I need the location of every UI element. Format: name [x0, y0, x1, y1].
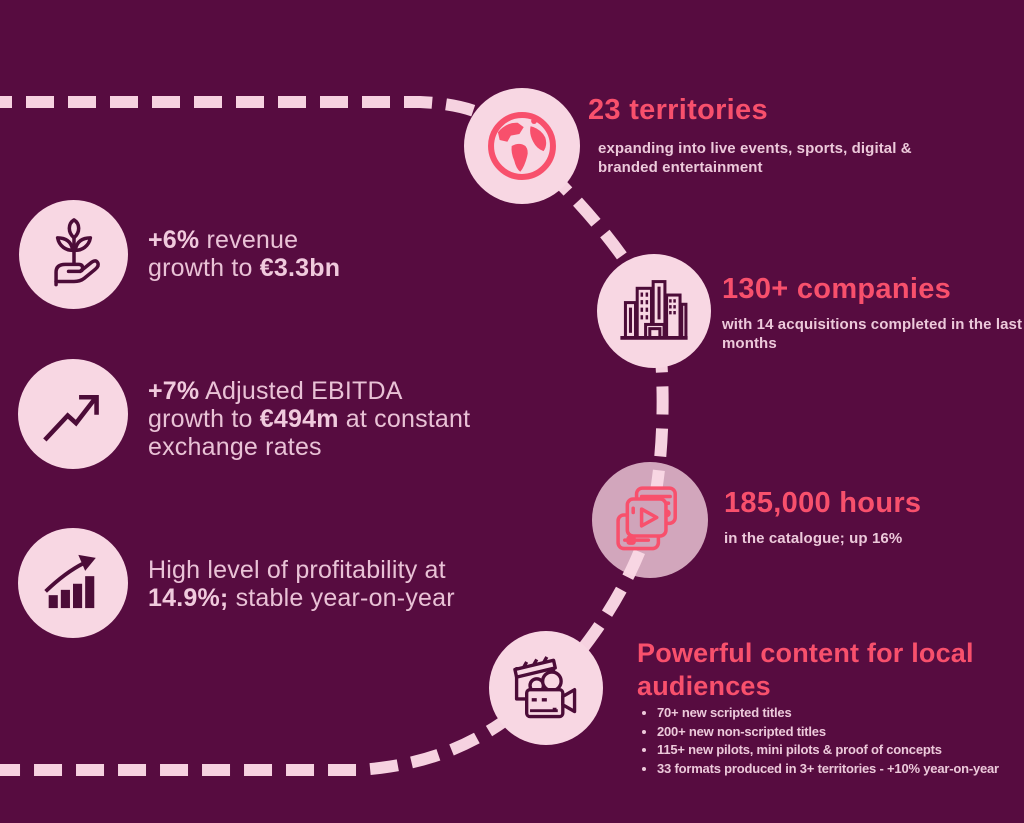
- ebitda-growth-text: +7% Adjusted EBITDA growth to €494m at c…: [148, 377, 471, 461]
- trend-up-icon: [43, 395, 99, 442]
- buildings-icon: [620, 280, 688, 340]
- content-bullet: 33 formats produced in 3+ territories - …: [657, 760, 999, 779]
- content-bullet: 115+ new pilots, mini pilots & proof of …: [657, 741, 999, 760]
- content-bullet-list: 70+ new scripted titles 200+ new non-scr…: [637, 704, 999, 778]
- companies-circle: [597, 254, 711, 368]
- globe-icon: [488, 112, 556, 180]
- catalogue-hours-subtitle: in the catalogue; up 16%: [724, 530, 903, 547]
- content-bullet: 70+ new scripted titles: [657, 704, 999, 723]
- content-bullet: 200+ new non-scripted titles: [657, 723, 999, 742]
- companies-title: 130+ companies: [722, 273, 952, 305]
- clapperboard-camera-icon: [513, 656, 577, 719]
- media-stack-icon: [616, 486, 677, 551]
- territories-title: 23 territories: [588, 94, 768, 126]
- territories-circle: [464, 88, 580, 204]
- hand-plant-icon: [53, 217, 100, 286]
- catalogue-hours-circle: [592, 462, 708, 578]
- revenue-growth-circle: [19, 200, 128, 309]
- content-title: Powerful content for local audiences: [637, 638, 974, 701]
- revenue-growth-text: +6% revenue growth to €3.3bn: [148, 226, 341, 282]
- bar-growth-icon: [44, 554, 96, 609]
- content-circle: [489, 631, 603, 745]
- territories-subtitle: expanding into live events, sports, digi…: [598, 140, 912, 176]
- ebitda-growth-circle: [18, 359, 128, 469]
- profitability-text: High level of profitability at 14.9%; st…: [148, 556, 455, 612]
- profitability-circle: [18, 528, 128, 638]
- companies-subtitle: with 14 acquisitions completed in the la…: [722, 316, 1024, 352]
- catalogue-hours-title: 185,000 hours: [724, 487, 922, 519]
